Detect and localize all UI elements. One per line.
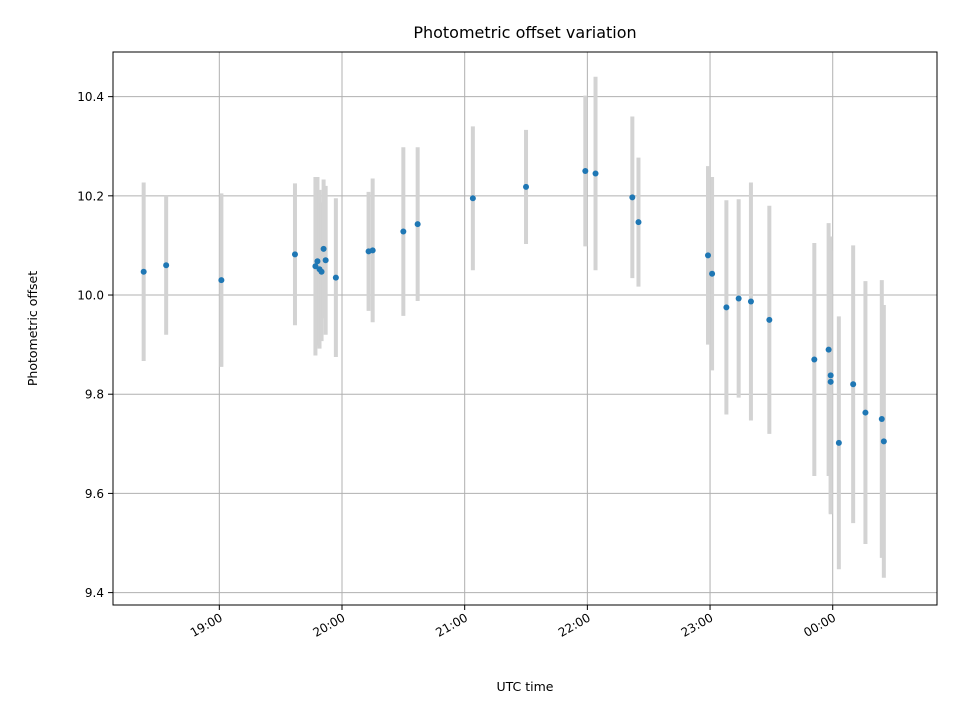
y-tick-label: 9.8 [85,388,104,402]
chart-title: Photometric offset variation [413,23,636,42]
data-point [747,298,754,305]
data-point [592,170,599,177]
data-point [709,270,716,277]
data-point [414,221,421,228]
x-tick-label: 22:00 [556,610,593,639]
data-point [735,295,742,302]
y-tick-label: 10.0 [77,289,104,303]
data-point [635,219,642,226]
plot-frame [112,51,938,606]
y-tick-label: 9.4 [85,586,104,600]
x-tick-label: 23:00 [679,610,716,639]
y-tick-label: 10.4 [77,90,104,104]
y-tick-label: 9.6 [85,487,104,501]
data-point [163,262,170,269]
data-point [332,274,339,281]
y-tick-label: 10.2 [77,189,104,203]
x-tick-label: 19:00 [188,610,225,639]
x-axis-label: UTC time [497,679,554,694]
y-axis-label: Photometric offset [25,271,40,386]
data-points [140,168,887,446]
data-point [369,247,376,254]
data-point [811,356,818,363]
data-point [862,409,869,416]
error-bars [141,76,886,578]
data-point [880,438,887,445]
data-point [322,257,329,264]
data-point [582,168,589,175]
data-point [314,258,321,265]
data-point [704,252,711,259]
data-point [825,346,832,353]
grid [113,52,937,605]
data-point [140,268,147,275]
data-point [850,381,857,388]
data-point [878,416,885,423]
data-point [523,183,530,190]
data-point [629,194,636,201]
data-point [766,316,773,323]
x-tick-label: 00:00 [801,610,838,639]
data-point [320,245,327,252]
data-point [318,268,325,275]
data-point [827,378,834,385]
x-tick-label: 20:00 [311,610,348,639]
data-point [835,439,842,446]
axis-ticks: 19:00 20:00 21:00 22:00 23:00 00:00 9.4 9.6 9.8 1… [77,90,838,640]
data-point [827,372,834,379]
data-point [291,251,298,258]
x-tick-label: 21:00 [433,610,470,639]
data-point [218,277,225,284]
data-point [469,195,476,202]
data-point [400,228,407,235]
data-point [723,304,730,311]
